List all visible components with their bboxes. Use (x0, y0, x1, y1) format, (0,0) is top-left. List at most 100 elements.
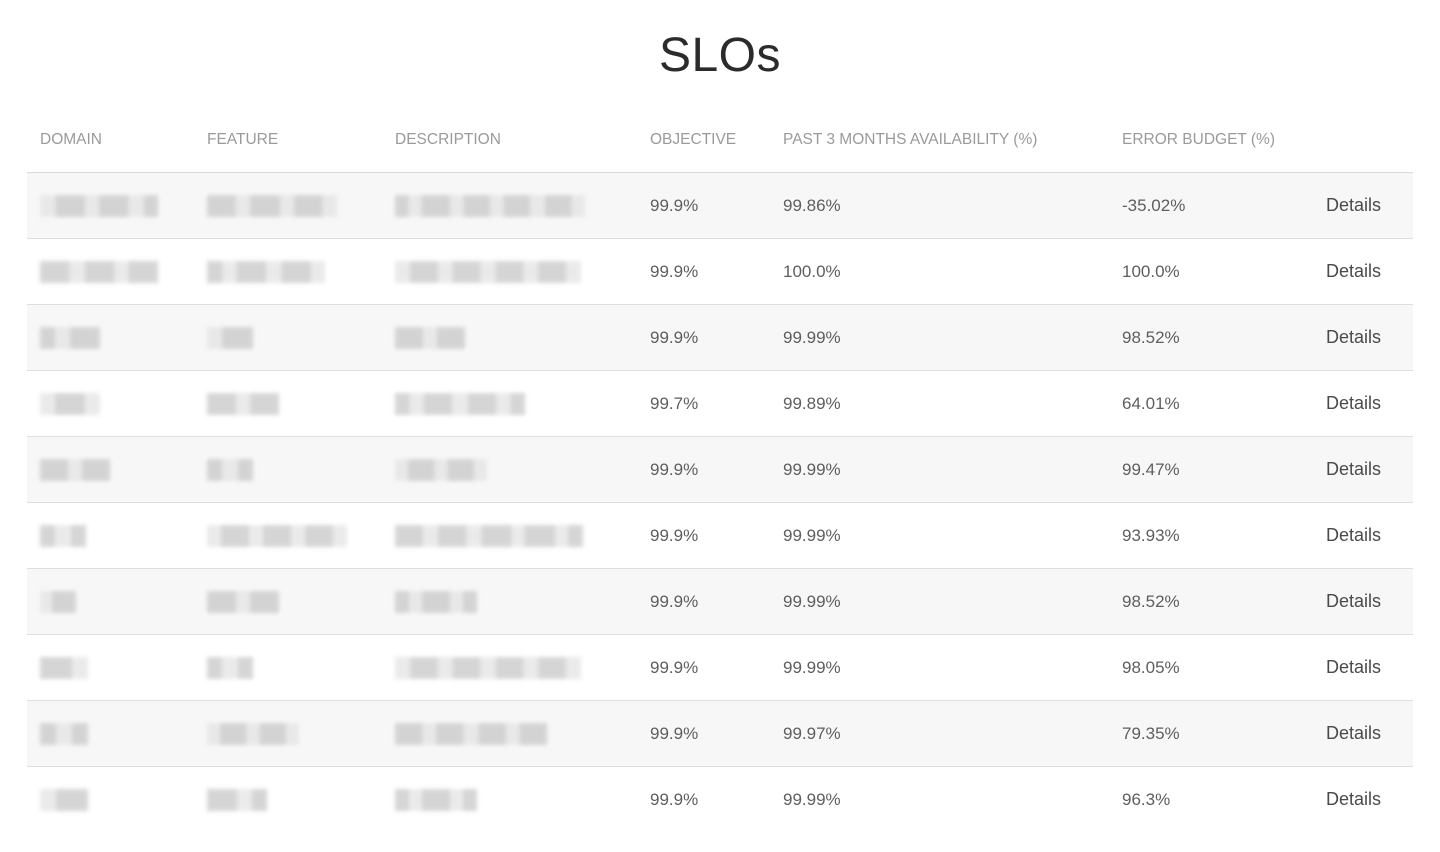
redacted-value (40, 656, 88, 679)
cell-error-budget: 93.93% (1122, 502, 1326, 569)
cell-objective: 99.9% (650, 502, 783, 569)
cell-details: Details (1326, 568, 1413, 635)
redacted-value (395, 722, 547, 745)
cell-details: Details (1326, 238, 1413, 305)
cell-domain (27, 172, 207, 239)
details-link[interactable]: Details (1326, 525, 1382, 545)
redacted-value (395, 260, 581, 283)
redacted-value (207, 722, 299, 745)
cell-description (395, 634, 650, 701)
details-link[interactable]: Details (1326, 591, 1382, 611)
cell-availability: 99.97% (783, 700, 1122, 767)
cell-details: Details (1326, 502, 1413, 569)
cell-error-budget: 79.35% (1122, 700, 1326, 767)
header-error-budget: ERROR BUDGET (%) (1122, 108, 1326, 173)
header-actions (1326, 108, 1413, 173)
table-row: 99.9% 99.99% 93.93% Details (27, 502, 1413, 569)
cell-error-budget: 100.0% (1122, 238, 1326, 305)
cell-feature (207, 238, 395, 305)
cell-objective: 99.9% (650, 634, 783, 701)
redacted-value (207, 524, 347, 547)
details-link[interactable]: Details (1326, 657, 1382, 677)
redacted-value (40, 722, 88, 745)
cell-details: Details (1326, 634, 1413, 701)
table-row: 99.9% 99.99% 96.3% Details (27, 767, 1413, 833)
cell-feature (207, 304, 395, 371)
cell-feature (207, 767, 395, 833)
cell-details: Details (1326, 767, 1413, 833)
details-link[interactable]: Details (1326, 789, 1382, 809)
cell-description (395, 767, 650, 833)
details-link[interactable]: Details (1326, 261, 1382, 281)
cell-availability: 99.99% (783, 304, 1122, 371)
cell-domain (27, 304, 207, 371)
details-link[interactable]: Details (1326, 393, 1382, 413)
redacted-value (395, 524, 583, 547)
redacted-value (40, 260, 158, 283)
redacted-value (40, 392, 100, 415)
cell-feature (207, 568, 395, 635)
redacted-value (395, 326, 465, 349)
cell-description (395, 436, 650, 503)
redacted-value (207, 392, 279, 415)
redacted-value (40, 788, 88, 811)
details-link[interactable]: Details (1326, 195, 1382, 215)
cell-objective: 99.9% (650, 172, 783, 239)
cell-description (395, 568, 650, 635)
cell-details: Details (1326, 304, 1413, 371)
cell-feature (207, 700, 395, 767)
cell-objective: 99.9% (650, 568, 783, 635)
table-row: 99.9% 99.99% 98.52% Details (27, 304, 1413, 371)
header-domain: DOMAIN (27, 108, 207, 173)
cell-objective: 99.9% (650, 238, 783, 305)
cell-description (395, 370, 650, 437)
cell-feature (207, 172, 395, 239)
cell-domain (27, 436, 207, 503)
cell-domain (27, 700, 207, 767)
table-row: 99.9% 100.0% 100.0% Details (27, 238, 1413, 305)
table-row: 99.9% 99.86% -35.02% Details (27, 172, 1413, 239)
cell-description (395, 304, 650, 371)
cell-objective: 99.9% (650, 700, 783, 767)
details-link[interactable]: Details (1326, 723, 1382, 743)
cell-objective: 99.9% (650, 789, 699, 809)
cell-feature (207, 370, 395, 437)
redacted-value (40, 458, 110, 481)
cell-error-budget: 96.3% (1122, 789, 1171, 809)
header-objective: OBJECTIVE (650, 108, 783, 173)
cell-description (395, 172, 650, 239)
table-body: 99.9% 99.86% -35.02% Details 99.9% 100.0% 100.… (27, 172, 1413, 833)
cell-error-budget: 64.01% (1122, 370, 1326, 437)
redacted-value (207, 458, 253, 481)
cell-availability: 99.86% (783, 172, 1122, 239)
header-availability: PAST 3 MONTHS AVAILABILITY (%) (783, 108, 1122, 173)
slo-table: DOMAIN FEATURE DESCRIPTION OBJECTIVE PAS… (27, 108, 1413, 832)
redacted-value (395, 656, 581, 679)
cell-description (395, 502, 650, 569)
details-link[interactable]: Details (1326, 327, 1382, 347)
redacted-value (207, 260, 325, 283)
cell-availability: 99.99% (783, 436, 1122, 503)
redacted-value (40, 524, 86, 547)
cell-error-budget: 98.52% (1122, 304, 1326, 371)
cell-objective: 99.7% (650, 370, 783, 437)
redacted-value (395, 194, 585, 217)
cell-feature (207, 634, 395, 701)
cell-error-budget: 98.52% (1122, 568, 1326, 635)
cell-domain (27, 370, 207, 437)
cell-details: Details (1326, 436, 1413, 503)
cell-availability: 99.99% (783, 502, 1122, 569)
cell-domain (27, 502, 207, 569)
redacted-value (395, 590, 477, 613)
header-description: DESCRIPTION (395, 108, 650, 173)
redacted-value (395, 392, 525, 415)
cell-error-budget: 98.05% (1122, 634, 1326, 701)
details-link[interactable]: Details (1326, 459, 1382, 479)
cell-details: Details (1326, 172, 1413, 239)
cell-domain (27, 634, 207, 701)
cell-error-budget: 99.47% (1122, 436, 1326, 503)
cell-details: Details (1326, 700, 1413, 767)
table-row: 99.9% 99.99% 98.52% Details (27, 568, 1413, 635)
redacted-value (40, 590, 76, 613)
cell-availability: 99.99% (783, 634, 1122, 701)
